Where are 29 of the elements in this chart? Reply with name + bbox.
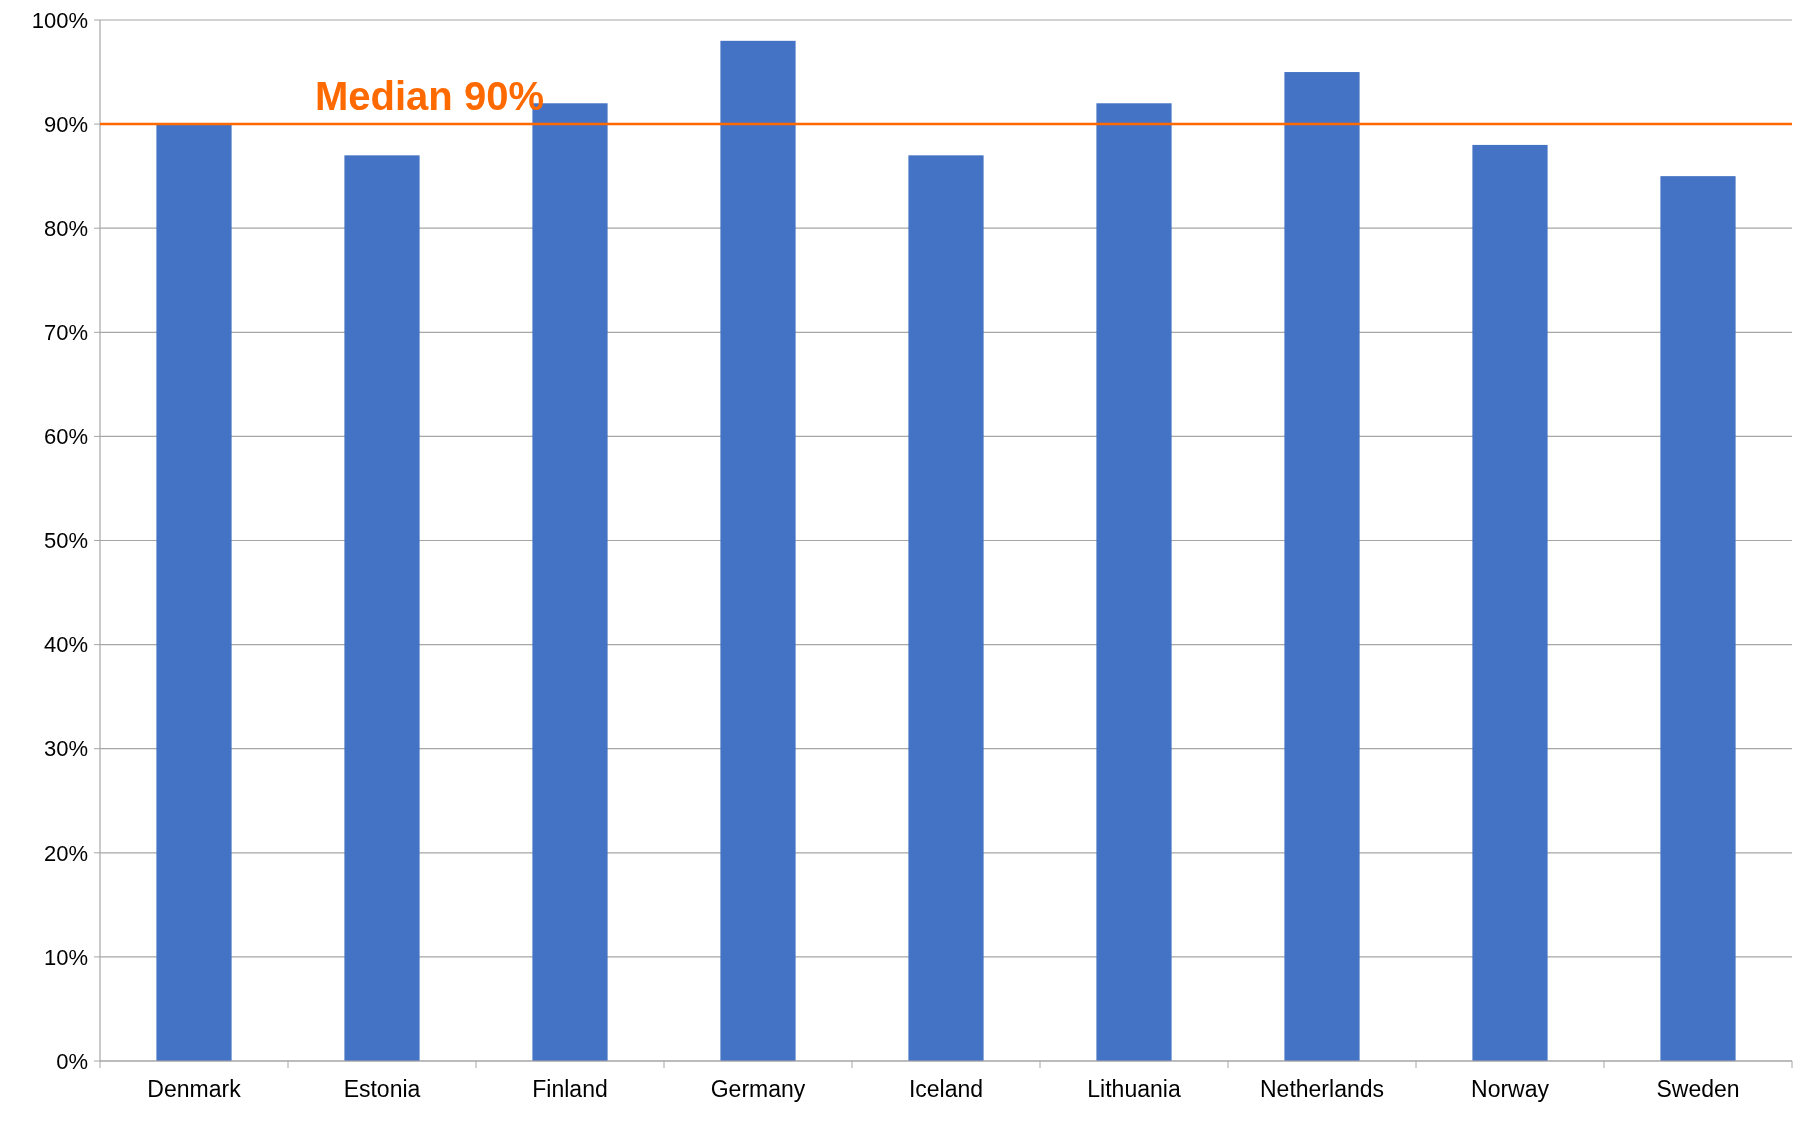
x-tick-label: Estonia	[343, 1076, 421, 1102]
x-tick-label: Finland	[532, 1076, 608, 1102]
bar	[908, 155, 984, 1061]
y-tick-label: 100%	[31, 7, 88, 33]
bar	[1660, 176, 1736, 1061]
x-tick-label: Norway	[1471, 1076, 1550, 1102]
y-tick-label: 50%	[43, 528, 88, 554]
x-tick-label: Lithuania	[1087, 1076, 1181, 1102]
bar	[156, 124, 232, 1061]
bar	[1096, 103, 1172, 1061]
bar	[344, 155, 420, 1061]
y-tick-label: 80%	[43, 215, 88, 241]
y-tick-label: 40%	[43, 632, 88, 658]
x-tick-label: Germany	[710, 1076, 806, 1102]
bar	[720, 40, 796, 1061]
y-tick-label: 60%	[43, 424, 88, 450]
y-tick-label: 10%	[43, 944, 88, 970]
x-tick-label: Sweden	[1656, 1076, 1740, 1102]
y-tick-label: 20%	[43, 840, 88, 866]
x-tick-label: Denmark	[147, 1076, 242, 1102]
y-tick-label: 0%	[56, 1048, 88, 1074]
bar	[1472, 144, 1548, 1061]
y-tick-label: 30%	[43, 736, 88, 762]
y-tick-label: 70%	[43, 320, 88, 345]
x-tick-label: Netherlands	[1259, 1076, 1385, 1102]
y-tick-label: 90%	[43, 111, 88, 137]
x-tick-label: Iceland	[908, 1076, 984, 1102]
ref-line-label: Median 90%	[315, 74, 544, 119]
bar	[1284, 72, 1360, 1061]
